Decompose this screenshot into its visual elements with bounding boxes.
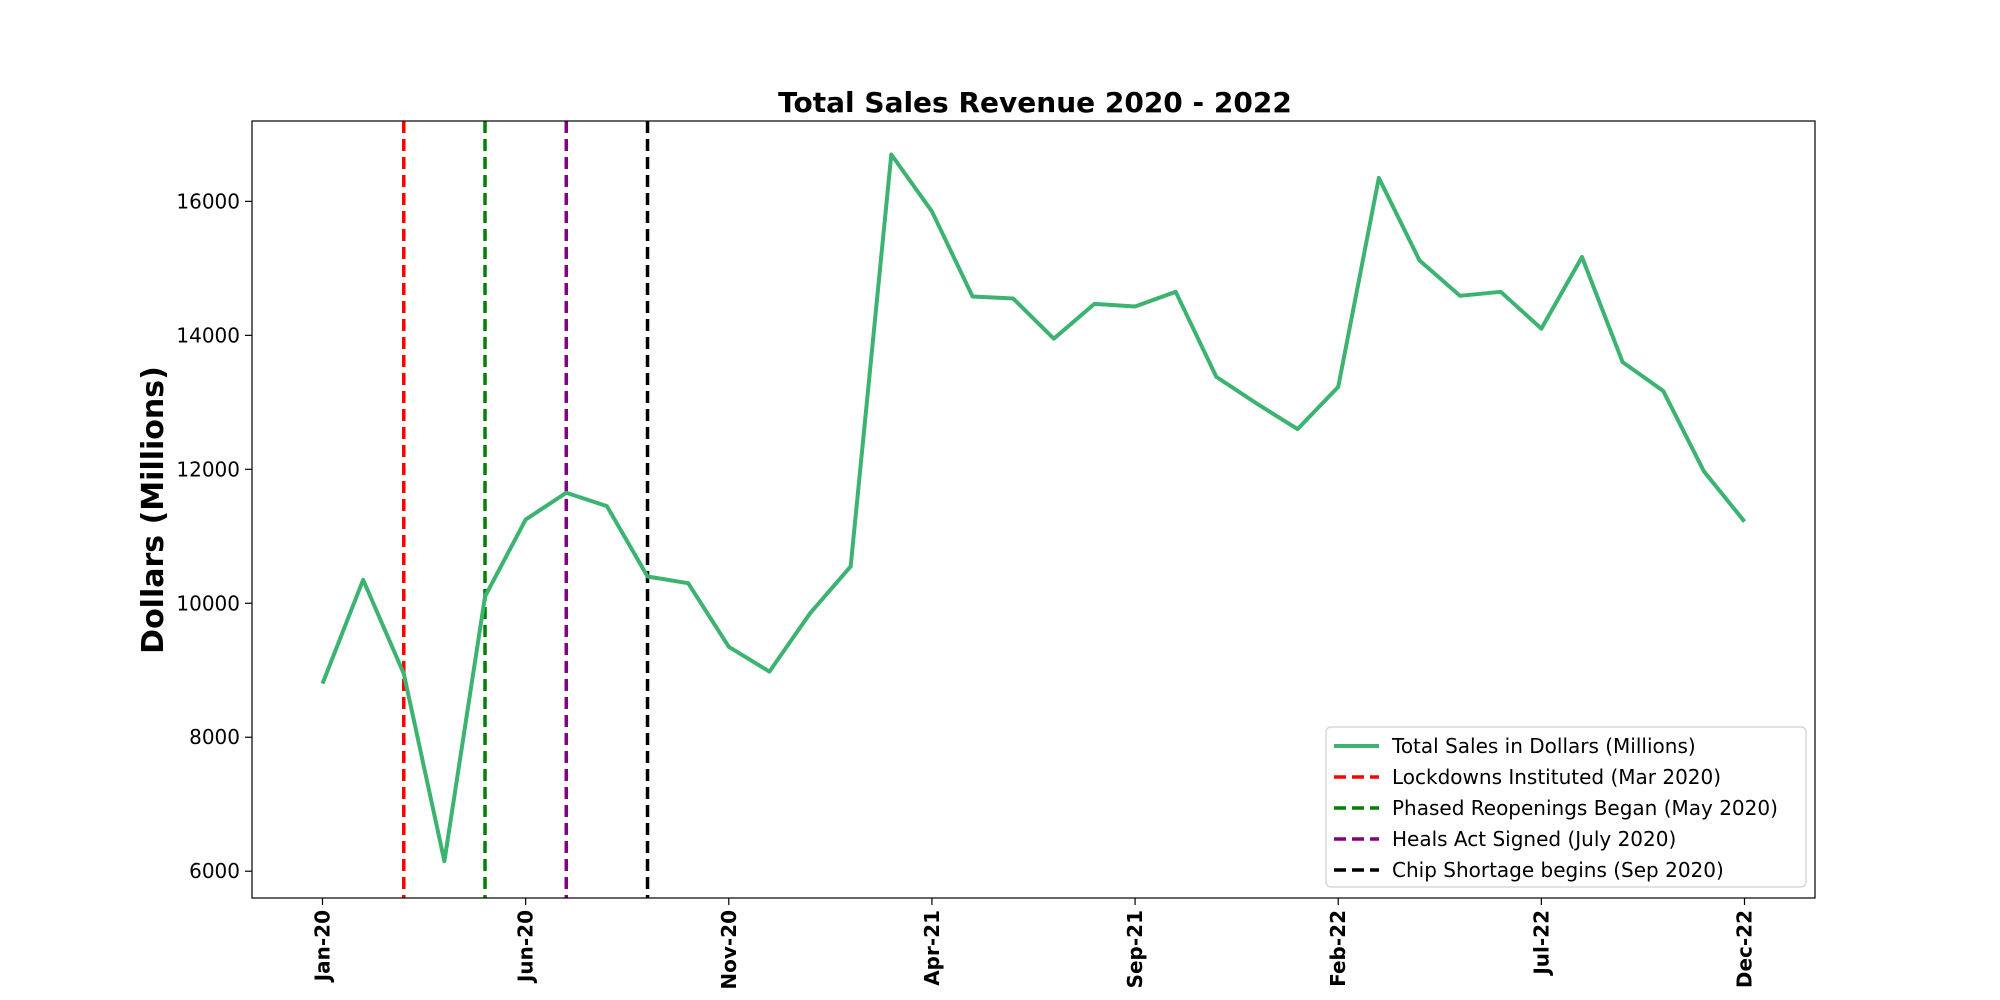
legend-label-3: Phased Reopenings Began (May 2020) bbox=[1392, 796, 1778, 820]
x-tick-label: Apr-21 bbox=[920, 910, 944, 986]
legend-label-4: Heals Act Signed (July 2020) bbox=[1392, 827, 1676, 851]
chart-title: Total Sales Revenue 2020 - 2022 bbox=[778, 86, 1292, 119]
x-tick-label: Dec-22 bbox=[1733, 910, 1757, 988]
x-tick-label: Jan-20 bbox=[311, 910, 335, 983]
series-line-1 bbox=[320, 152, 1747, 864]
legend-label-2: Lockdowns Instituted (Mar 2020) bbox=[1392, 765, 1721, 789]
y-tick-label: 14000 bbox=[176, 323, 240, 347]
plot-area-frame bbox=[251, 120, 1816, 899]
y-tick-label: 16000 bbox=[176, 189, 240, 213]
y-axis-label: Dollars (Millions) bbox=[136, 366, 171, 654]
legend-label-5: Chip Shortage begins (Sep 2020) bbox=[1392, 858, 1724, 882]
series-group bbox=[320, 152, 1747, 864]
y-tick-label: 12000 bbox=[176, 457, 240, 481]
legend-label-1: Total Sales in Dollars (Millions) bbox=[1391, 734, 1696, 758]
legend-box bbox=[1325, 726, 1807, 888]
legend: Total Sales in Dollars (Millions) Lockdow… bbox=[1325, 726, 1807, 888]
y-tick-label: 8000 bbox=[189, 725, 240, 749]
y-tick-label: 6000 bbox=[189, 859, 240, 883]
x-axis-ticks: Jan-20 Jun-20 Nov-20 Apr-21 Sep-21 Feb-22 Jul-… bbox=[311, 898, 1757, 990]
y-tick-label: 10000 bbox=[176, 591, 240, 615]
x-tick-label: Feb-22 bbox=[1326, 910, 1350, 987]
y-axis-ticks: 6000 8000 10000 12000 14000 16000 bbox=[176, 189, 252, 883]
x-tick-label: Nov-20 bbox=[717, 910, 741, 990]
x-tick-label: Sep-21 bbox=[1123, 910, 1147, 988]
x-tick-label: Jun-20 bbox=[514, 910, 538, 984]
x-tick-label: Jul-22 bbox=[1529, 910, 1553, 977]
event-lines bbox=[402, 121, 650, 898]
